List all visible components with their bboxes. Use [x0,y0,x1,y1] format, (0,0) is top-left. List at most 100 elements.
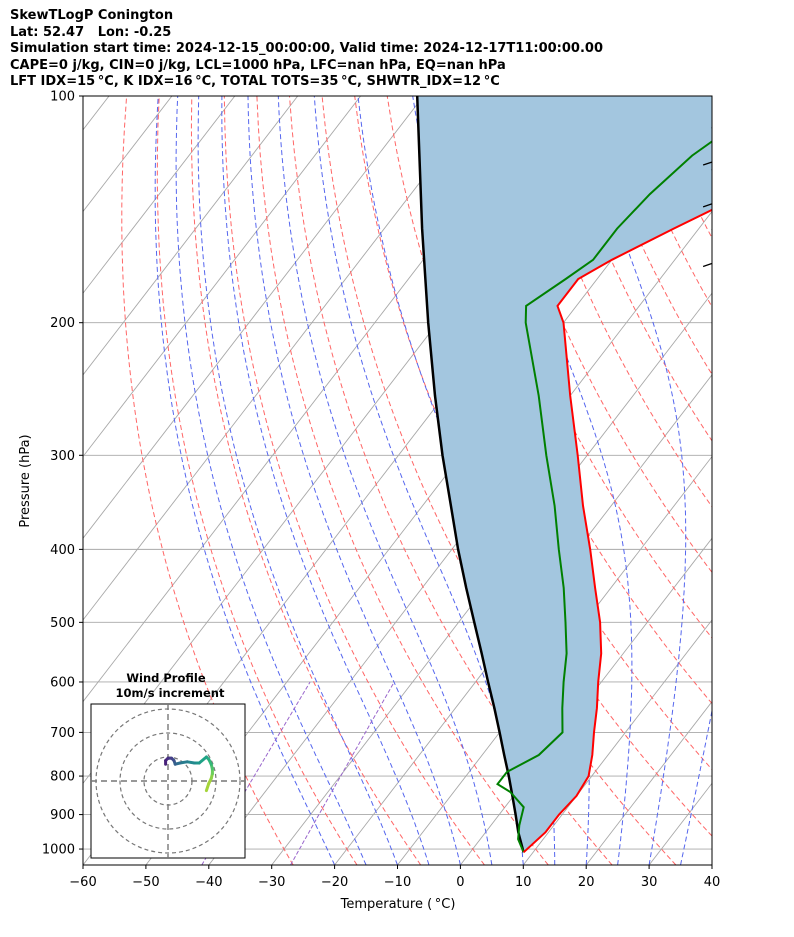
hodograph-content [91,704,245,858]
temperature-profile-line [522,208,712,854]
moist-adiabat-line [247,96,461,865]
wind-barb-flag [716,807,726,815]
dewpoint-profile-line [496,140,712,853]
wind-barb-staff [711,653,712,655]
wind-barb-flag [719,683,728,691]
wind-barb [702,127,712,166]
hodograph-segment [197,755,208,765]
moist-adiabat-line [197,96,398,865]
parcel-profile-line [415,96,525,853]
wind-barb [702,228,712,268]
wind-barb-half-flag [722,680,727,684]
wind-barb-half-flag [723,875,727,879]
hodograph-inset: Wind Profile 10m/s increment [90,671,246,859]
wind-barb-staff [711,708,712,710]
wind-barb [711,840,728,875]
wind-barb [711,776,726,815]
x-tick-label: −10 [384,875,411,890]
y-tick-label: 700 [50,726,75,741]
mixing-ratio-line [201,681,311,865]
wind-barb-flag [719,785,728,793]
wind-barb [711,361,726,400]
wind-barb-flag [719,485,728,493]
wind-barb-flag [719,618,728,626]
wind-barb-half-flag [724,758,728,762]
wind-barb-flag [716,392,726,400]
y-tick-label: 400 [50,543,75,558]
wind-barb-flag [716,427,726,435]
wind-barb-flag [720,866,728,875]
x-tick-label: 10 [515,875,532,890]
wind-barb-half-flag [722,532,727,536]
wind-barb-half-flag [723,822,727,826]
moist-adiabat-line [313,96,524,865]
moist-adiabat-line [482,96,633,865]
wind-barb-half-flag [722,576,727,580]
isotherm-line [83,96,361,458]
y-tick-label: 900 [50,808,75,823]
axis-ticks [79,95,713,869]
cape-line: CAPE=0 j/kg, CIN=0 j/kg, LCL=1000 hPa, L… [10,57,506,73]
isotherm-line [83,96,487,621]
wind-barb-staff [711,849,712,851]
wind-barb-flag [719,652,728,660]
plot-area [83,96,794,887]
wind-barb-staff [711,840,712,842]
wind-barb [711,653,728,691]
moist-adiabat-line [711,862,712,865]
hodograph-subtitle: 10m/s increment [116,686,225,700]
x-tick-label: 0 [456,875,464,890]
wind-barb-flag [716,310,726,318]
wind-barb [711,395,726,435]
dry-adiabat-line [121,96,294,865]
wind-barb-staff [711,587,712,590]
cin-shade-area [417,96,712,853]
wind-barb [711,455,728,493]
y-tick-label: 300 [50,449,75,464]
x-tick-label: 20 [578,875,595,890]
time-line: Simulation start time: 2024-12-15_00:00:… [10,41,603,56]
mixing-ratio-lines [201,681,395,865]
wind-barb [711,795,729,834]
wind-barb [711,814,729,844]
y-tick-label: 200 [50,316,75,331]
hodograph-title: Wind Profile [126,671,206,685]
index-line: LFT IDX=15 °C, K IDX=16 °C, TOTAL TOTS=3… [10,74,500,89]
isotherm-line [83,96,424,539]
wind-barb-flag [719,738,728,746]
wind-barb-half-flag [725,857,729,862]
dry-adiabat-line [517,96,712,508]
wind-barb-flag [702,203,712,208]
dry-adiabat-line [713,96,794,865]
dry-adiabat-line [256,96,549,865]
wind-barb-flag [720,825,729,834]
wind-barb-flag [702,262,712,268]
moist-adiabat-line [221,96,430,865]
wind-barb-half-flag [722,649,727,653]
wind-barb-staff [711,681,712,684]
dry-adiabat-line [190,96,422,865]
y-tick-label: 600 [50,675,75,690]
wind-barb-half-flag [725,839,729,844]
x-tick-label: −40 [195,875,222,890]
isotherm-line [334,374,712,865]
wind-barb-staff [711,549,712,551]
wind-barb [711,549,728,587]
wind-barb-flag [719,579,728,587]
wind-barb-staff [711,395,712,398]
wind-barb-staff [711,754,712,757]
moist-adiabat-line [154,96,336,865]
wind-barb-staff [711,732,712,734]
wind-barb-flag [721,878,730,887]
wind-barb [711,622,728,660]
y-tick-label: 500 [50,616,75,631]
wind-barb-staff [711,776,712,778]
profiles [415,96,712,854]
isotherm-line [711,864,712,865]
wind-barb [711,832,732,869]
wind-barb-flag [724,860,732,869]
wind-barb-staff [711,505,712,508]
title-block: SkewTLogP Conington Lat: 52.47 Lon: -0.2… [10,8,603,91]
moist-adiabat-line [175,96,367,865]
